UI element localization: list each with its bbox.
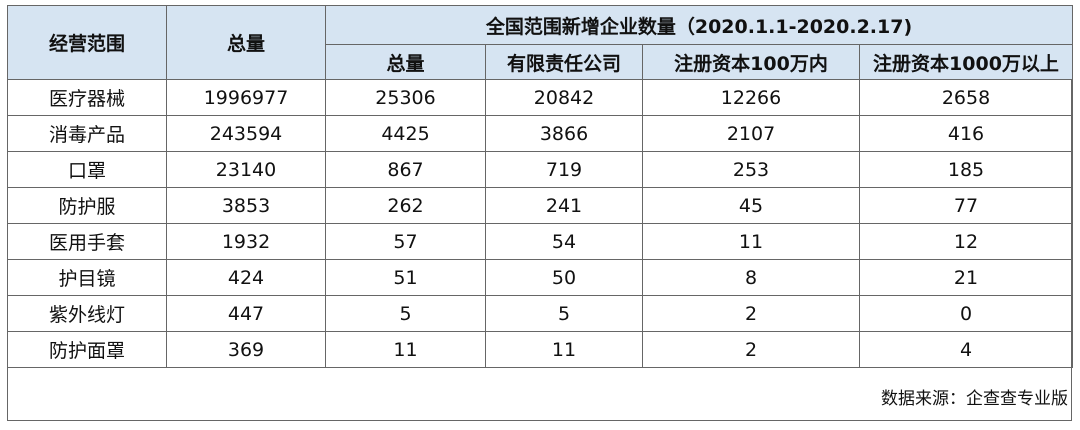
header-sub-capital-over-10m: 注册资本1000万以上 — [859, 44, 1073, 80]
cell-llc: 11 — [485, 331, 643, 368]
cell-capital-under-1m: 2 — [642, 295, 860, 332]
cell-capital-under-1m: 2 — [642, 331, 860, 368]
cell-llc: 719 — [485, 151, 643, 188]
cell-capital-over-10m: 77 — [859, 187, 1073, 224]
cell-llc: 241 — [485, 187, 643, 224]
cell-capital-over-10m: 0 — [859, 295, 1073, 332]
header-group-title: 全国范围新增企业数量（2020.1.1-2020.2.17) — [325, 5, 1073, 45]
table-row: 防护面罩 369 11 11 2 4 — [7, 331, 1073, 368]
header-sub-llc: 有限责任公司 — [485, 44, 643, 80]
data-source-note: 数据来源：企查查专业版 — [881, 389, 1068, 409]
cell-capital-over-10m: 2658 — [859, 79, 1073, 116]
cell-scope: 消毒产品 — [7, 115, 167, 152]
cell-capital-under-1m: 45 — [642, 187, 860, 224]
cell-scope: 防护服 — [7, 187, 167, 224]
enterprise-stats-table: 经营范围 总量 全国范围新增企业数量（2020.1.1-2020.2.17) 总… — [7, 5, 1073, 368]
cell-llc: 50 — [485, 259, 643, 296]
cell-total: 1996977 — [166, 79, 326, 116]
cell-capital-under-1m: 8 — [642, 259, 860, 296]
table-row: 护目镜 424 51 50 8 21 — [7, 259, 1073, 296]
cell-scope: 护目镜 — [7, 259, 167, 296]
cell-capital-under-1m: 2107 — [642, 115, 860, 152]
cell-scope: 医用手套 — [7, 223, 167, 260]
table-row: 消毒产品 243594 4425 3866 2107 416 — [7, 115, 1073, 152]
table-row: 口罩 23140 867 719 253 185 — [7, 151, 1073, 188]
header-sub-total: 总量 — [325, 44, 486, 80]
cell-total: 243594 — [166, 115, 326, 152]
table-row: 防护服 3853 262 241 45 77 — [7, 187, 1073, 224]
header-row-1: 经营范围 总量 全国范围新增企业数量（2020.1.1-2020.2.17) — [7, 5, 1073, 80]
table-row: 医用手套 1932 57 54 11 12 — [7, 223, 1073, 260]
header-scope: 经营范围 — [7, 5, 167, 80]
cell-scope: 紫外线灯 — [7, 295, 167, 332]
cell-capital-over-10m: 21 — [859, 259, 1073, 296]
cell-new-total: 51 — [325, 259, 486, 296]
table-row: 医疗器械 1996977 25306 20842 12266 2658 — [7, 79, 1073, 116]
cell-total: 3853 — [166, 187, 326, 224]
cell-capital-over-10m: 185 — [859, 151, 1073, 188]
cell-new-total: 25306 — [325, 79, 486, 116]
cell-llc: 54 — [485, 223, 643, 260]
cell-capital-under-1m: 253 — [642, 151, 860, 188]
cell-capital-over-10m: 416 — [859, 115, 1073, 152]
cell-llc: 3866 — [485, 115, 643, 152]
cell-total: 424 — [166, 259, 326, 296]
cell-new-total: 867 — [325, 151, 486, 188]
cell-capital-under-1m: 11 — [642, 223, 860, 260]
cell-total: 1932 — [166, 223, 326, 260]
cell-new-total: 57 — [325, 223, 486, 260]
cell-capital-over-10m: 4 — [859, 331, 1073, 368]
cell-total: 23140 — [166, 151, 326, 188]
header-sub-capital-under-1m: 注册资本100万内 — [642, 44, 860, 80]
cell-capital-under-1m: 12266 — [642, 79, 860, 116]
table-row: 紫外线灯 447 5 5 2 0 — [7, 295, 1073, 332]
cell-llc: 20842 — [485, 79, 643, 116]
header-total: 总量 — [166, 5, 326, 80]
cell-new-total: 11 — [325, 331, 486, 368]
cell-new-total: 5 — [325, 295, 486, 332]
cell-new-total: 262 — [325, 187, 486, 224]
cell-llc: 5 — [485, 295, 643, 332]
cell-scope: 口罩 — [7, 151, 167, 188]
cell-scope: 医疗器械 — [7, 79, 167, 116]
cell-total: 447 — [166, 295, 326, 332]
cell-total: 369 — [166, 331, 326, 368]
cell-scope: 防护面罩 — [7, 331, 167, 368]
cell-new-total: 4425 — [325, 115, 486, 152]
cell-capital-over-10m: 12 — [859, 223, 1073, 260]
header-row-2: 总量 有限责任公司 注册资本100万内 注册资本1000万以上 — [8, 44, 1073, 80]
